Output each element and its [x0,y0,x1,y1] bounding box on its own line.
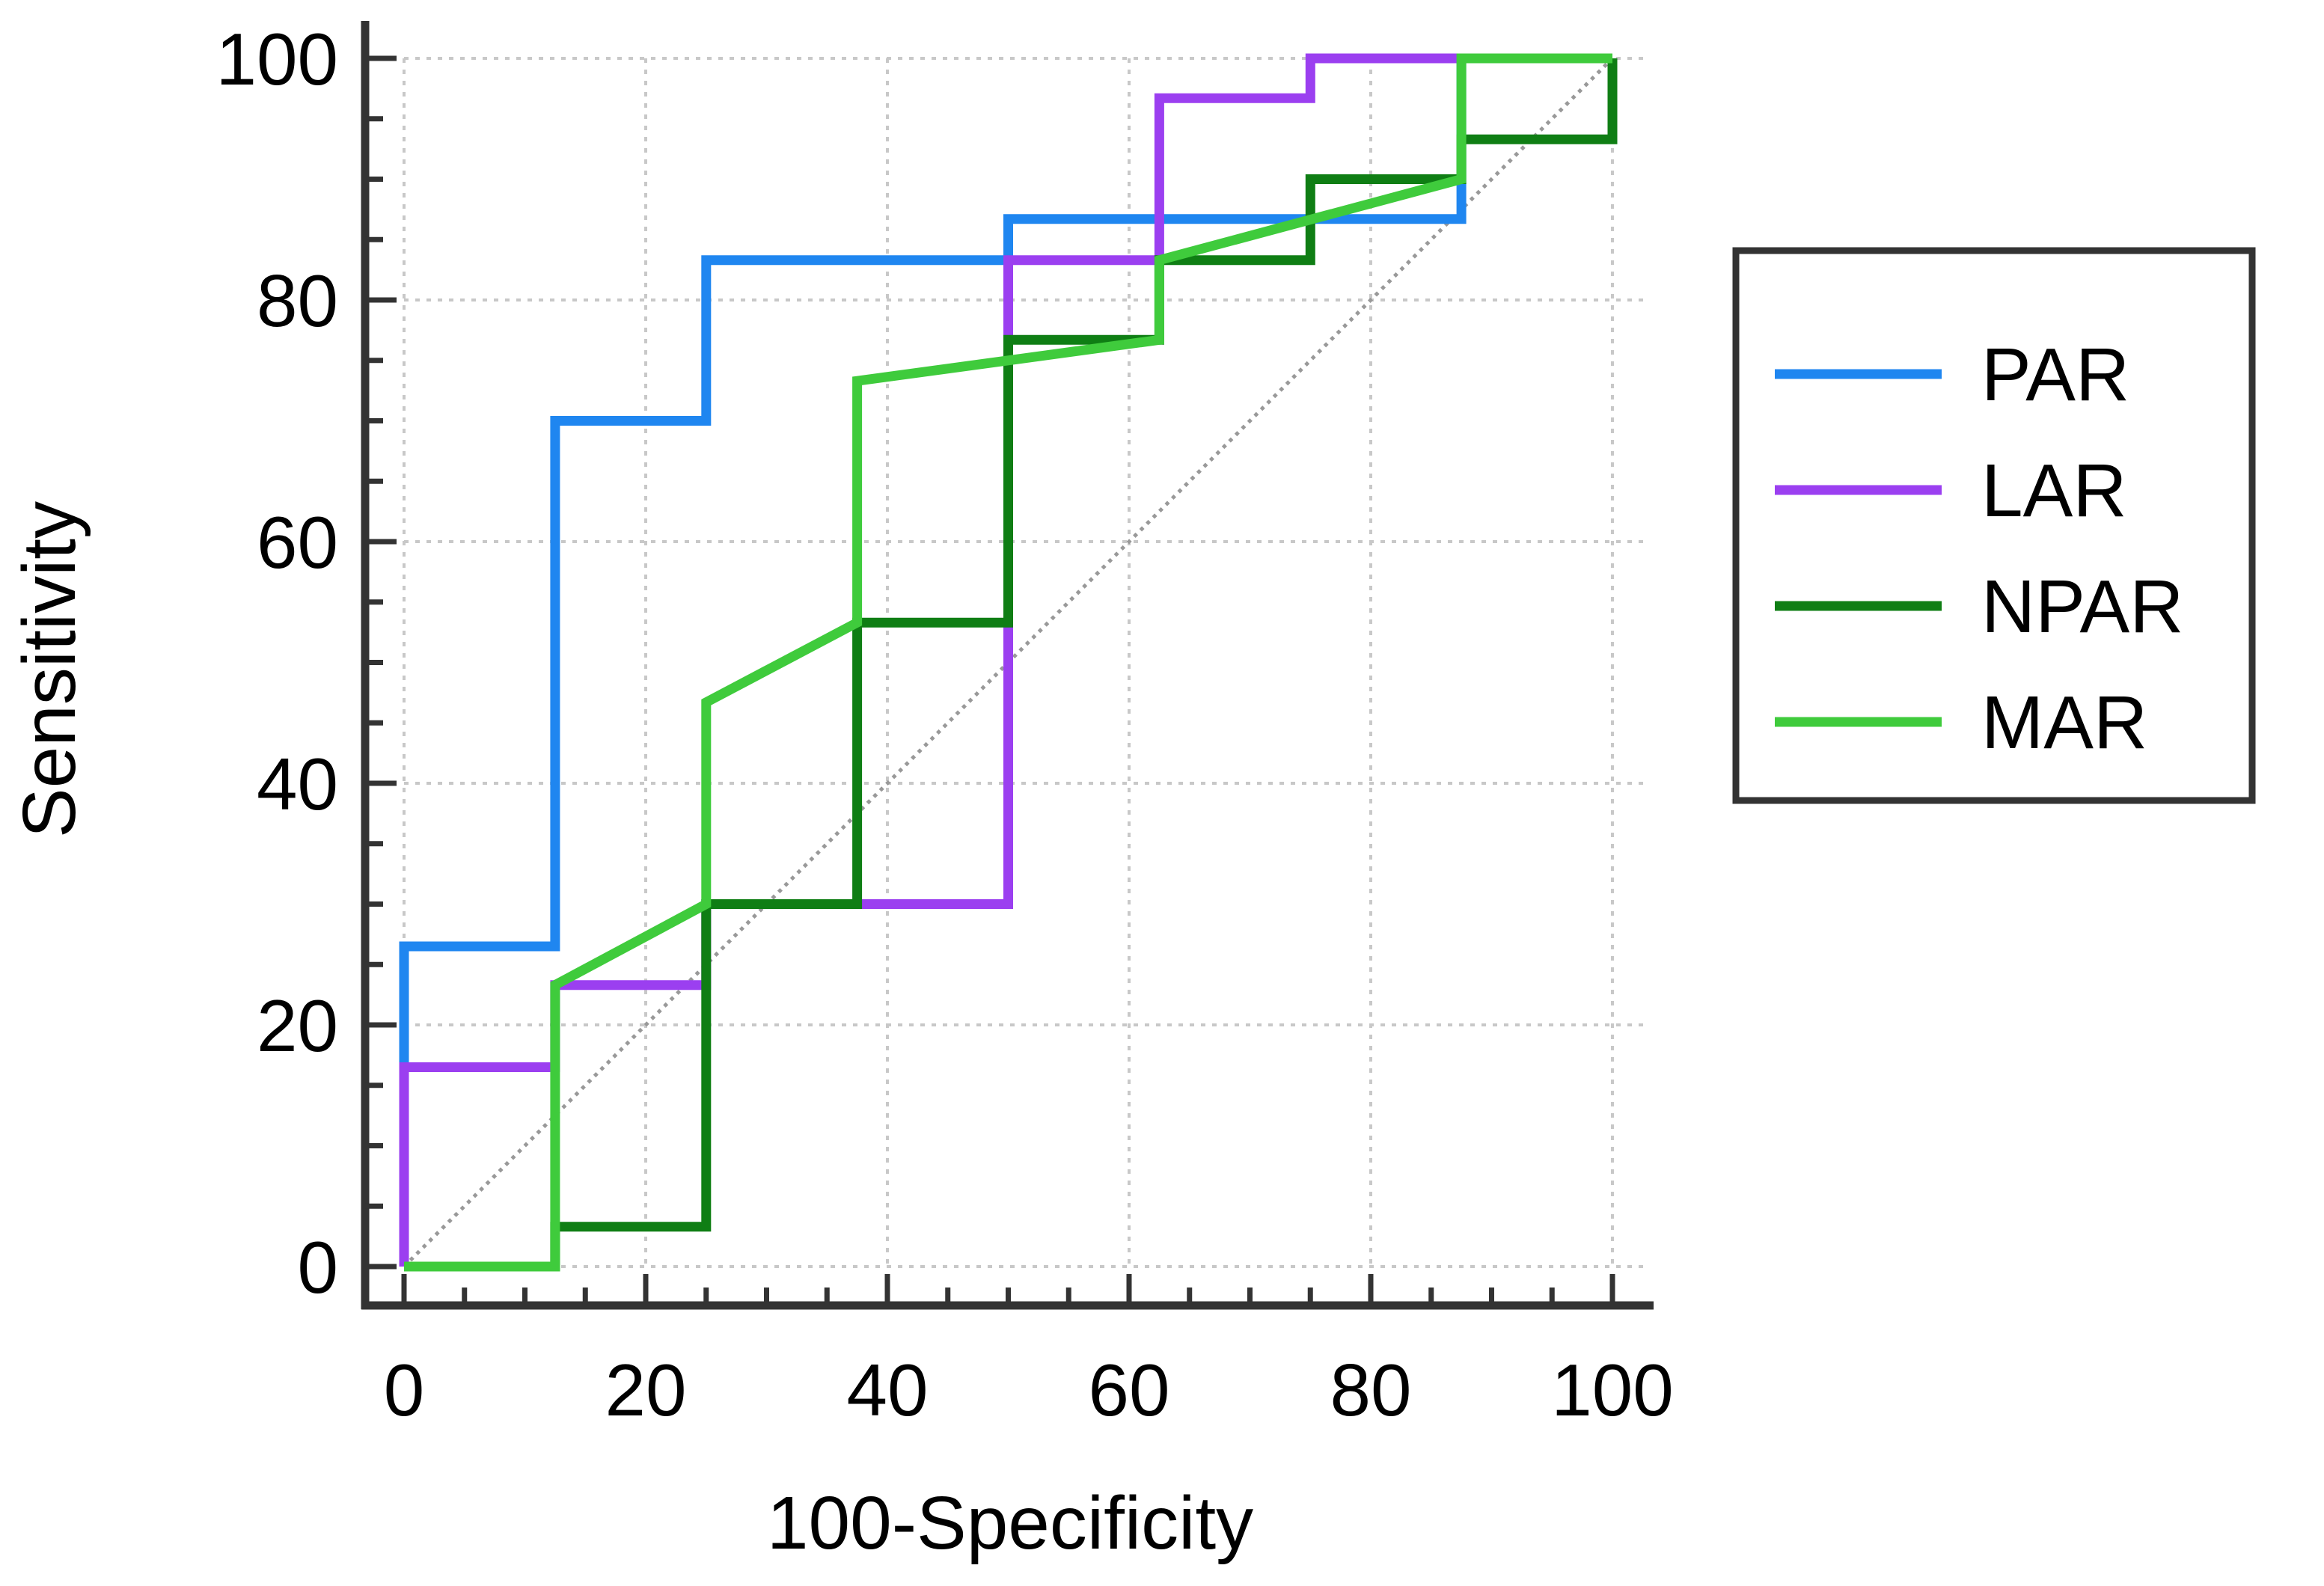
x-tick-label-20: 20 [605,1349,686,1431]
x-axis-title: 100-Specificity [767,1481,1253,1565]
x-tick-label-0: 0 [384,1349,425,1431]
x-tick-label-80: 80 [1330,1349,1411,1431]
y-tick-label-0: 0 [297,1226,338,1308]
legend-label-lar: LAR [1981,449,2127,533]
series-group [399,53,1618,1272]
legend-label-mar: MAR [1981,681,2147,765]
x-tick-label-100: 100 [1551,1349,1674,1431]
legend-box [1732,247,2256,804]
y-tick-label-40: 40 [257,743,338,825]
y-tick-label-20: 20 [257,985,338,1067]
axes [361,21,1654,1310]
y-tick-label-80: 80 [257,260,338,342]
tick-labels: 0 20 40 60 80 100 0 20 40 60 80 100 [215,18,1673,1431]
legend: PAR LAR NPAR MAR [1732,247,2256,804]
x-tick-label-40: 40 [846,1349,928,1431]
legend-label-par: PAR [1981,333,2129,417]
y-axis-title: Sensitivity [7,501,91,838]
grid [403,57,1646,1268]
series-line-mar [404,53,1612,1272]
y-tick-label-60: 60 [257,501,338,584]
y-tick-label-100: 100 [215,18,338,100]
x-tick-label-60: 60 [1088,1349,1169,1431]
legend-label-npar: NPAR [1981,565,2183,649]
legend-items: PAR LAR NPAR MAR [1775,333,2183,765]
